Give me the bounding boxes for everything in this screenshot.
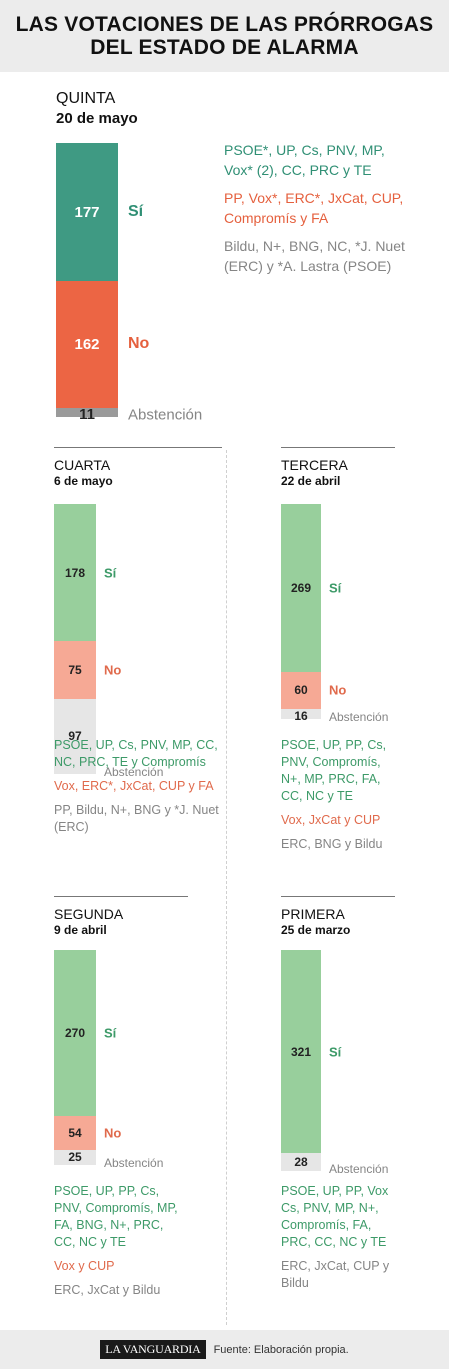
- parties-abs: ERC, JxCat y Bildu: [54, 1283, 161, 1297]
- category-label-si: Sí: [329, 580, 342, 596]
- value-label-abs: 11: [79, 405, 95, 423]
- column-divider: [226, 450, 227, 1325]
- bar-segment-abs: 25: [54, 1149, 96, 1165]
- parties-si: PSOE, UP, PP, Vox Cs, PNV, MP, N+, Compr…: [281, 1184, 389, 1249]
- vote-date: 9 de abril: [54, 923, 107, 937]
- title-line-2: DEL ESTADO DE ALARMA: [90, 36, 359, 59]
- vote-date: 25 de marzo: [281, 923, 351, 937]
- bar-segment-si: 270: [54, 950, 96, 1117]
- category-label-no: No: [329, 682, 347, 698]
- value-label-si: 270: [64, 1026, 86, 1041]
- section-rule: [54, 447, 222, 448]
- vote-date: 6 de mayo: [54, 474, 113, 488]
- value-label-si: 321: [290, 1044, 312, 1059]
- bar-segment-si: 177: [56, 143, 118, 282]
- value-label-no: 60: [294, 683, 308, 698]
- vote-primera: PRIMERA 25 de marzo 321 28 Sí Abstención PSO…: [281, 896, 395, 1326]
- bar-segment-abs: 16: [281, 709, 321, 723]
- parties-abs: ERC, JxCat, CUP y Bildu: [281, 1259, 390, 1290]
- stacked-bar: 177 162 11: [56, 143, 118, 423]
- value-label-no: 162: [74, 335, 100, 353]
- vote-date: 22 de abril: [281, 474, 341, 488]
- bar-segment-abs: 11: [56, 406, 118, 423]
- value-label-si: 178: [64, 565, 86, 580]
- party-breakdown: PSOE, UP, PP, Vox Cs, PNV, MP, N+, Compr…: [281, 1183, 395, 1299]
- vote-title: CUARTA: [54, 457, 111, 473]
- category-label-no: No: [104, 1125, 122, 1141]
- bar-segment-no: 60: [281, 671, 321, 709]
- parties-no: Vox y CUP: [54, 1259, 115, 1273]
- stacked-bar: 269 60 16: [281, 504, 321, 723]
- category-label-si: Sí: [104, 1025, 117, 1041]
- vote-quinta: QUINTA 20 de mayo 177 162 11 Sí No Abstención…: [56, 90, 416, 430]
- party-breakdown: PSOE*, UP, Cs, PNV, MP, Vox* (2), CC, PR…: [224, 140, 414, 284]
- bar-segment-no: 162: [56, 281, 118, 408]
- parties-si: PSOE, UP, PP, Cs, PNV, Compromís, MP, FA…: [54, 1184, 178, 1249]
- party-breakdown: PSOE, UP, Cs, PNV, MP, CC, NC, PRC, TE y…: [54, 737, 222, 843]
- section-rule: [54, 896, 188, 897]
- value-label-abs: 16: [294, 708, 308, 723]
- stacked-bar: 321 28: [281, 950, 321, 1171]
- value-label-no: 54: [68, 1125, 82, 1140]
- parties-si: PSOE, UP, PP, Cs, PNV, Compromís, N+, MP…: [281, 738, 387, 803]
- parties-no: Vox, ERC*, JxCat, CUP y FA: [54, 779, 214, 793]
- vote-segunda: SEGUNDA 9 de abril 270 54 25 Sí No Abstención…: [54, 896, 188, 1326]
- value-label-abs: 25: [68, 1150, 82, 1165]
- stacked-bar: 270 54 25: [54, 950, 96, 1165]
- bar-segment-si: 269: [281, 504, 321, 672]
- bar-segment-si: 178: [54, 504, 96, 642]
- vote-date: 20 de mayo: [56, 110, 138, 127]
- category-label-no: No: [104, 662, 122, 678]
- la-vanguardia-logo: LA VANGUARDIA: [100, 1340, 206, 1359]
- value-label-si: 177: [74, 203, 100, 221]
- vote-title: TERCERA: [281, 457, 348, 473]
- header: LAS VOTACIONES DE LAS PRÓRROGAS DEL ESTA…: [0, 0, 449, 72]
- title-line-1: LAS VOTACIONES DE LAS PRÓRROGAS: [15, 13, 434, 36]
- category-label-abs: Abstención: [329, 1161, 389, 1176]
- parties-no: Vox, JxCat y CUP: [281, 813, 381, 827]
- party-breakdown: PSOE, UP, PP, Cs, PNV, Compromís, N+, MP…: [281, 737, 395, 860]
- parties-si: PSOE, UP, Cs, PNV, MP, CC, NC, PRC, TE y…: [54, 738, 218, 769]
- vote-cuarta: CUARTA 6 de mayo 178 75 97 Sí No Abstención PS…: [54, 447, 222, 877]
- value-label-abs: 97: [68, 729, 82, 744]
- value-label-si: 269: [290, 580, 312, 595]
- bar-segment-abs: 97: [54, 699, 96, 774]
- footer: LA VANGUARDIA Fuente: Elaboración propia…: [0, 1330, 449, 1369]
- category-label-si: Sí: [329, 1044, 342, 1060]
- bar-segment-si: 321: [281, 950, 321, 1154]
- section-rule: [281, 896, 395, 897]
- parties-abs: Bildu, N+, BNG, NC, *J. Nuet (ERC) y *A.…: [224, 238, 405, 274]
- source-note: Fuente: Elaboración propia.: [213, 1343, 349, 1356]
- category-label-si: Sí: [128, 203, 144, 221]
- value-label-abs: 28: [294, 1155, 308, 1170]
- parties-no: PP, Vox*, ERC*, JxCat, CUP, Compromís y …: [224, 190, 404, 226]
- category-label-no: No: [128, 335, 150, 353]
- bar-segment-no: 75: [54, 641, 96, 700]
- parties-abs: PP, Bildu, N+, BNG y *J. Nuet (ERC): [54, 803, 219, 834]
- parties-abs: ERC, BNG y Bildu: [281, 837, 383, 851]
- value-label-no: 75: [68, 663, 82, 678]
- vote-title: QUINTA: [56, 90, 116, 107]
- category-label-abs: Abstención: [104, 1155, 164, 1170]
- category-label-abs: Abstención: [128, 406, 203, 424]
- party-breakdown: PSOE, UP, PP, Cs, PNV, Compromís, MP, FA…: [54, 1183, 188, 1306]
- parties-si: PSOE*, UP, Cs, PNV, MP, Vox* (2), CC, PR…: [224, 142, 385, 178]
- vote-tercera: TERCERA 22 de abril 269 60 16 Sí No Abstenció…: [281, 447, 395, 877]
- bar-segment-no: 54: [54, 1116, 96, 1150]
- vote-title: SEGUNDA: [54, 906, 124, 922]
- vote-title: PRIMERA: [281, 906, 345, 922]
- section-rule: [281, 447, 395, 448]
- bar-segment-abs: 28: [281, 1153, 321, 1171]
- category-label-si: Sí: [104, 565, 117, 581]
- stacked-bar: 178 75 97: [54, 504, 96, 774]
- category-label-abs: Abstención: [104, 764, 164, 779]
- category-label-abs: Abstención: [329, 709, 389, 724]
